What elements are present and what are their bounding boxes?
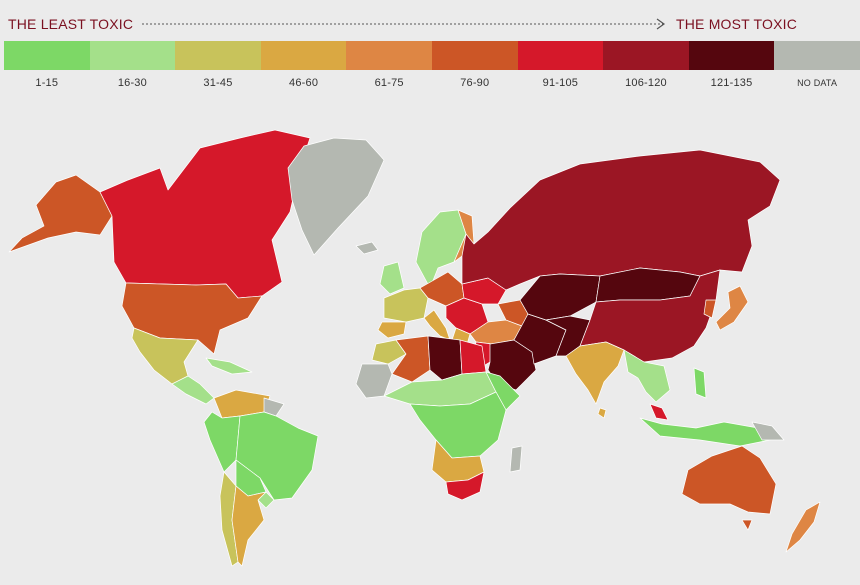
ecuador-peru-region[interactable] [203,411,241,473]
legend-label-7: 91-105 [542,77,579,89]
most-toxic-label: THE MOST TOXIC [676,16,798,32]
legend-label-4: 46-60 [289,77,319,89]
legend-swatch-nodata [774,41,860,70]
legend-swatch-2 [89,41,176,70]
central-asia-region[interactable] [519,273,601,321]
legend-label-1: 1-15 [35,77,59,89]
iberia-region[interactable] [377,321,407,339]
legend-labels: 1-15 16-30 31-45 46-60 61-75 76-90 91-10… [4,77,860,89]
legend-label-6: 76-90 [460,77,490,89]
sri-lanka-region[interactable] [597,407,607,419]
korea-region[interactable] [703,299,717,319]
legend-swatch-1 [4,41,90,70]
least-toxic-label: THE LEAST TOXIC [8,16,134,32]
central-africa-region[interactable] [409,391,507,459]
mainland-se-asia-region[interactable] [623,349,671,403]
india-region[interactable] [565,341,625,405]
legend-swatch-8 [603,41,689,70]
western-europe-region[interactable] [383,287,429,323]
russia-region[interactable] [461,149,781,291]
madagascar-region[interactable] [509,445,523,473]
canada-region[interactable] [99,129,311,299]
morocco-region[interactable] [371,339,407,365]
legend-swatch-9 [688,41,775,70]
legend-label-8: 106-120 [625,77,667,89]
legend-color-bar [4,41,860,70]
south-africa-region[interactable] [445,471,485,501]
iceland-region[interactable] [355,241,379,255]
legend-label-2: 16-30 [117,77,147,89]
legend-swatch-3 [175,41,261,70]
indonesia-region[interactable] [639,417,771,447]
papua-region[interactable] [751,421,785,441]
philippines-region[interactable] [693,367,707,399]
toxicity-scale-arrow-icon [142,18,666,30]
malaysia-region[interactable] [649,403,669,421]
japan-region[interactable] [715,285,749,331]
legend-swatch-6 [431,41,518,70]
horn-region[interactable] [485,371,521,411]
uk-region[interactable] [379,261,405,295]
new-zealand-region[interactable] [785,501,821,553]
legend-swatch-4 [260,41,347,70]
argentina-region[interactable] [231,485,267,567]
legend-label-9: 121-135 [710,77,753,89]
legend-label-nodata: NO DATA [797,78,838,88]
tasmania-region[interactable] [741,519,753,531]
legend-label-3: 31-45 [203,77,233,89]
legend-swatch-5 [346,41,432,70]
legend-swatch-7 [517,41,604,70]
west-sahara-region[interactable] [355,363,393,399]
caribbean-region[interactable] [205,357,253,375]
australia-region[interactable] [681,445,777,515]
greenland-region[interactable] [287,137,385,256]
legend-label-5: 61-75 [374,77,404,89]
map-header: THE LEAST TOXIC THE MOST TOXIC [0,0,860,40]
libya-region[interactable] [427,335,463,381]
alaska-region[interactable] [8,174,113,253]
